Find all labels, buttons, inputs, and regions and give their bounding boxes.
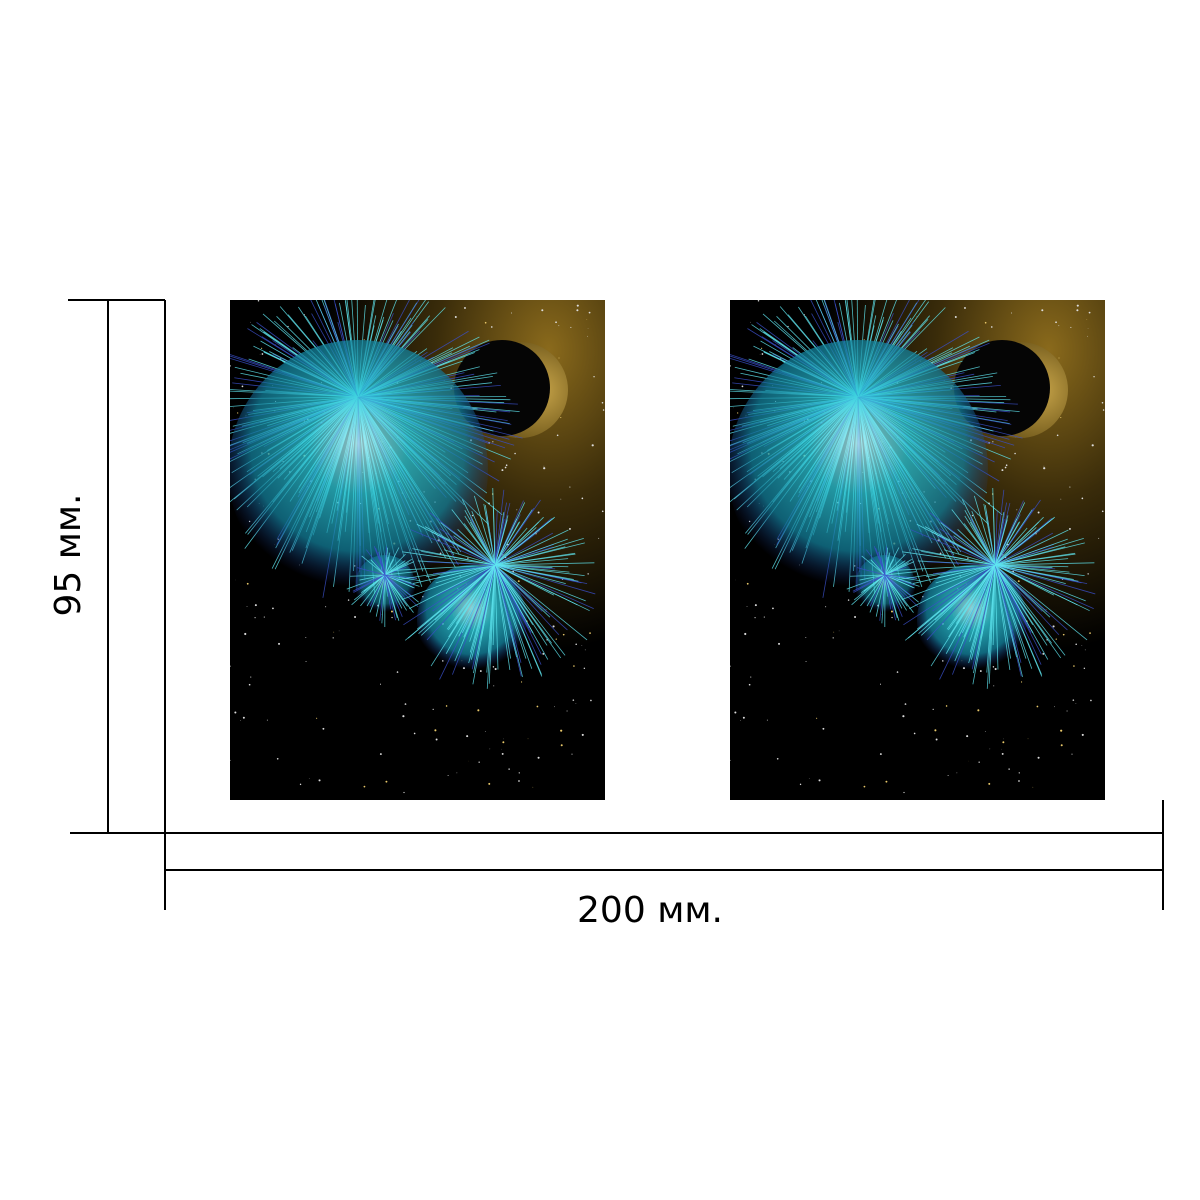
product-image-right <box>730 300 1105 800</box>
height-dimension: 95 мм. <box>48 299 166 834</box>
product-image-left <box>230 300 605 800</box>
width-label: 200 мм. <box>577 890 723 931</box>
width-dimension: 200 мм. <box>164 800 1164 931</box>
height-label: 95 мм. <box>48 493 89 616</box>
